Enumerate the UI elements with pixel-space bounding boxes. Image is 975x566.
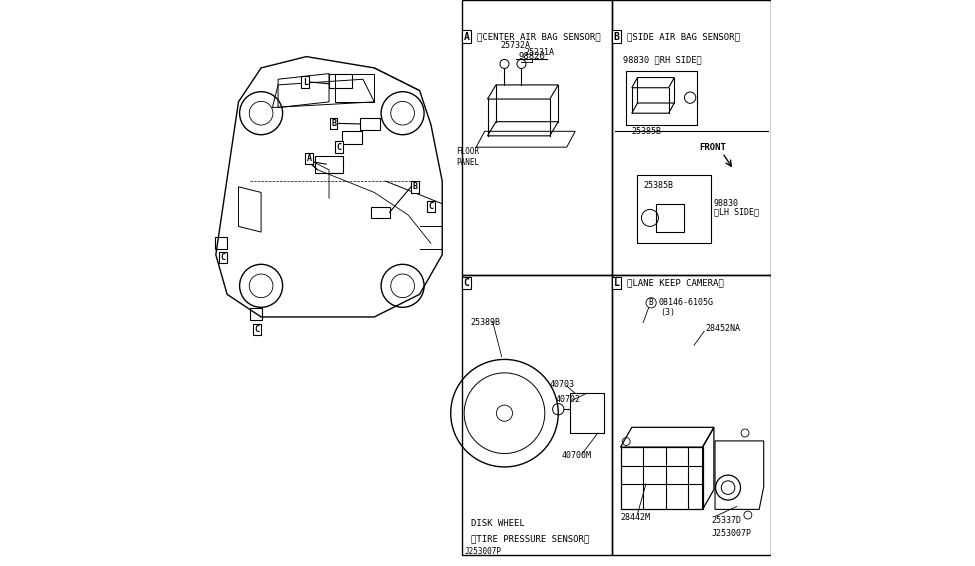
Text: B: B — [412, 182, 417, 191]
Text: 25231A: 25231A — [525, 48, 555, 57]
Text: 〈SIDE AIR BAG SENSOR〉: 〈SIDE AIR BAG SENSOR〉 — [627, 32, 740, 41]
Text: 25337D: 25337D — [711, 516, 741, 525]
Bar — [371, 207, 390, 218]
Text: C: C — [220, 253, 225, 262]
Bar — [462, 275, 612, 555]
Bar — [462, 0, 612, 275]
Bar — [329, 74, 352, 88]
Text: FRONT: FRONT — [700, 143, 726, 152]
Text: C: C — [254, 325, 259, 334]
Text: FLOOR
PANEL: FLOOR PANEL — [456, 147, 480, 166]
Text: B: B — [648, 298, 653, 307]
Text: 25385B: 25385B — [632, 127, 662, 136]
Text: 〈CENTER AIR BAG SENSOR〉: 〈CENTER AIR BAG SENSOR〉 — [477, 32, 601, 41]
Text: 40700M: 40700M — [561, 451, 591, 460]
Bar — [214, 237, 227, 249]
Text: 25385B: 25385B — [644, 181, 673, 190]
Text: L: L — [303, 78, 308, 87]
Text: J253007P: J253007P — [465, 547, 502, 556]
Bar — [569, 393, 604, 433]
Text: 98820: 98820 — [518, 52, 545, 61]
Text: C: C — [464, 278, 470, 288]
Bar — [638, 175, 711, 243]
Text: 40702: 40702 — [556, 395, 580, 404]
Text: A: A — [307, 154, 312, 163]
Text: 〈LANE KEEP CAMERA〉: 〈LANE KEEP CAMERA〉 — [627, 278, 723, 288]
Bar — [626, 71, 697, 125]
Bar — [360, 118, 380, 130]
Text: 〈TIRE PRESSURE SENSOR〉: 〈TIRE PRESSURE SENSOR〉 — [471, 534, 589, 543]
Text: (3): (3) — [660, 308, 675, 317]
Text: A: A — [464, 32, 470, 42]
Text: B: B — [613, 32, 619, 42]
Bar — [342, 131, 362, 144]
Text: 40703: 40703 — [550, 380, 574, 389]
Text: 〈LH SIDE〉: 〈LH SIDE〉 — [714, 208, 759, 217]
Bar — [612, 0, 770, 275]
Text: 25389B: 25389B — [471, 318, 500, 327]
Text: 28442M: 28442M — [620, 513, 650, 522]
Text: B: B — [332, 119, 336, 128]
Text: 08146-6105G: 08146-6105G — [658, 298, 714, 307]
Bar — [250, 308, 262, 320]
Text: 25732A: 25732A — [500, 41, 530, 50]
Text: DISK WHEEL: DISK WHEEL — [471, 519, 525, 528]
Text: 98830: 98830 — [714, 199, 739, 208]
Bar — [612, 275, 770, 555]
Text: C: C — [428, 202, 434, 211]
Text: C: C — [336, 143, 341, 152]
Bar — [315, 156, 343, 173]
Text: J253007P: J253007P — [711, 529, 751, 538]
Text: L: L — [613, 278, 619, 288]
Text: 98830 〈RH SIDE〉: 98830 〈RH SIDE〉 — [623, 55, 702, 64]
Text: 28452NA: 28452NA — [705, 324, 740, 333]
